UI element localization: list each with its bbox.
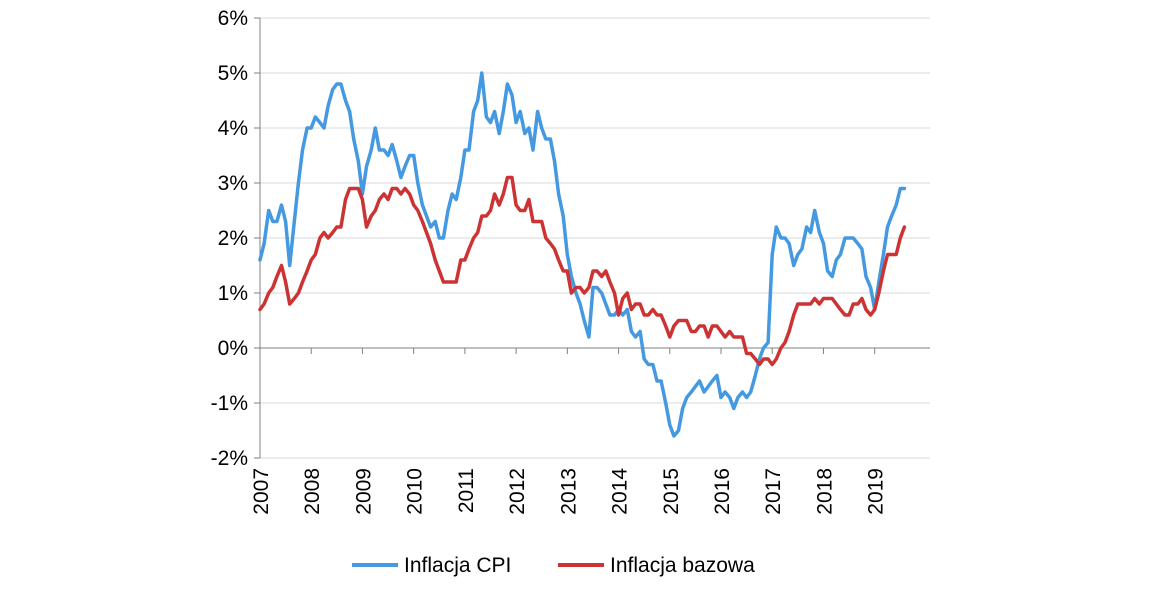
y-tick-label: 1% <box>218 282 248 305</box>
y-tick-label: 5% <box>218 62 248 85</box>
x-axis-tick-labels: 2007 2008 2009 2010 2011 2012 2013 2014 2015 2016… <box>250 468 888 515</box>
y-tick-label: 6% <box>218 7 248 30</box>
x-tick-label: 2012 <box>506 468 529 515</box>
x-tick-label: 2017 <box>762 468 785 515</box>
x-tick-label: 2008 <box>301 468 324 515</box>
legend-label-core: Inflacja bazowa <box>610 554 755 577</box>
x-tick-label: 2007 <box>250 468 273 515</box>
y-tick-label: 3% <box>218 172 248 195</box>
y-tick-label: -1% <box>211 392 248 415</box>
series-line-core <box>258 175 907 367</box>
legend: Inflacja CPI Inflacja bazowa <box>352 554 755 577</box>
x-tick-label: 2016 <box>711 468 734 515</box>
x-tick-label: 2010 <box>404 468 427 515</box>
legend-label-cpi: Inflacja CPI <box>404 554 511 577</box>
x-tick-label: 2009 <box>352 468 375 515</box>
y-axis-tick-labels: -2% -1% 0% 1% 2% 3% 4% 5% 6% <box>211 7 248 470</box>
series-lines <box>258 71 907 438</box>
x-tick-label: 2014 <box>609 468 632 515</box>
x-tick-label: 2013 <box>557 468 580 515</box>
x-tick-label: 2019 <box>865 468 888 515</box>
y-tick-label: 4% <box>218 117 248 140</box>
x-tick-label: 2018 <box>813 468 836 515</box>
series-line-cpi <box>258 71 907 438</box>
x-tick-label: 2015 <box>660 468 683 515</box>
y-tick-label: -2% <box>211 447 248 470</box>
y-tick-label: 2% <box>218 227 248 250</box>
grid-lines <box>260 17 930 459</box>
x-tick-label: 2011 <box>455 468 478 513</box>
y-tick-label: 0% <box>218 337 248 360</box>
axes <box>254 17 930 459</box>
